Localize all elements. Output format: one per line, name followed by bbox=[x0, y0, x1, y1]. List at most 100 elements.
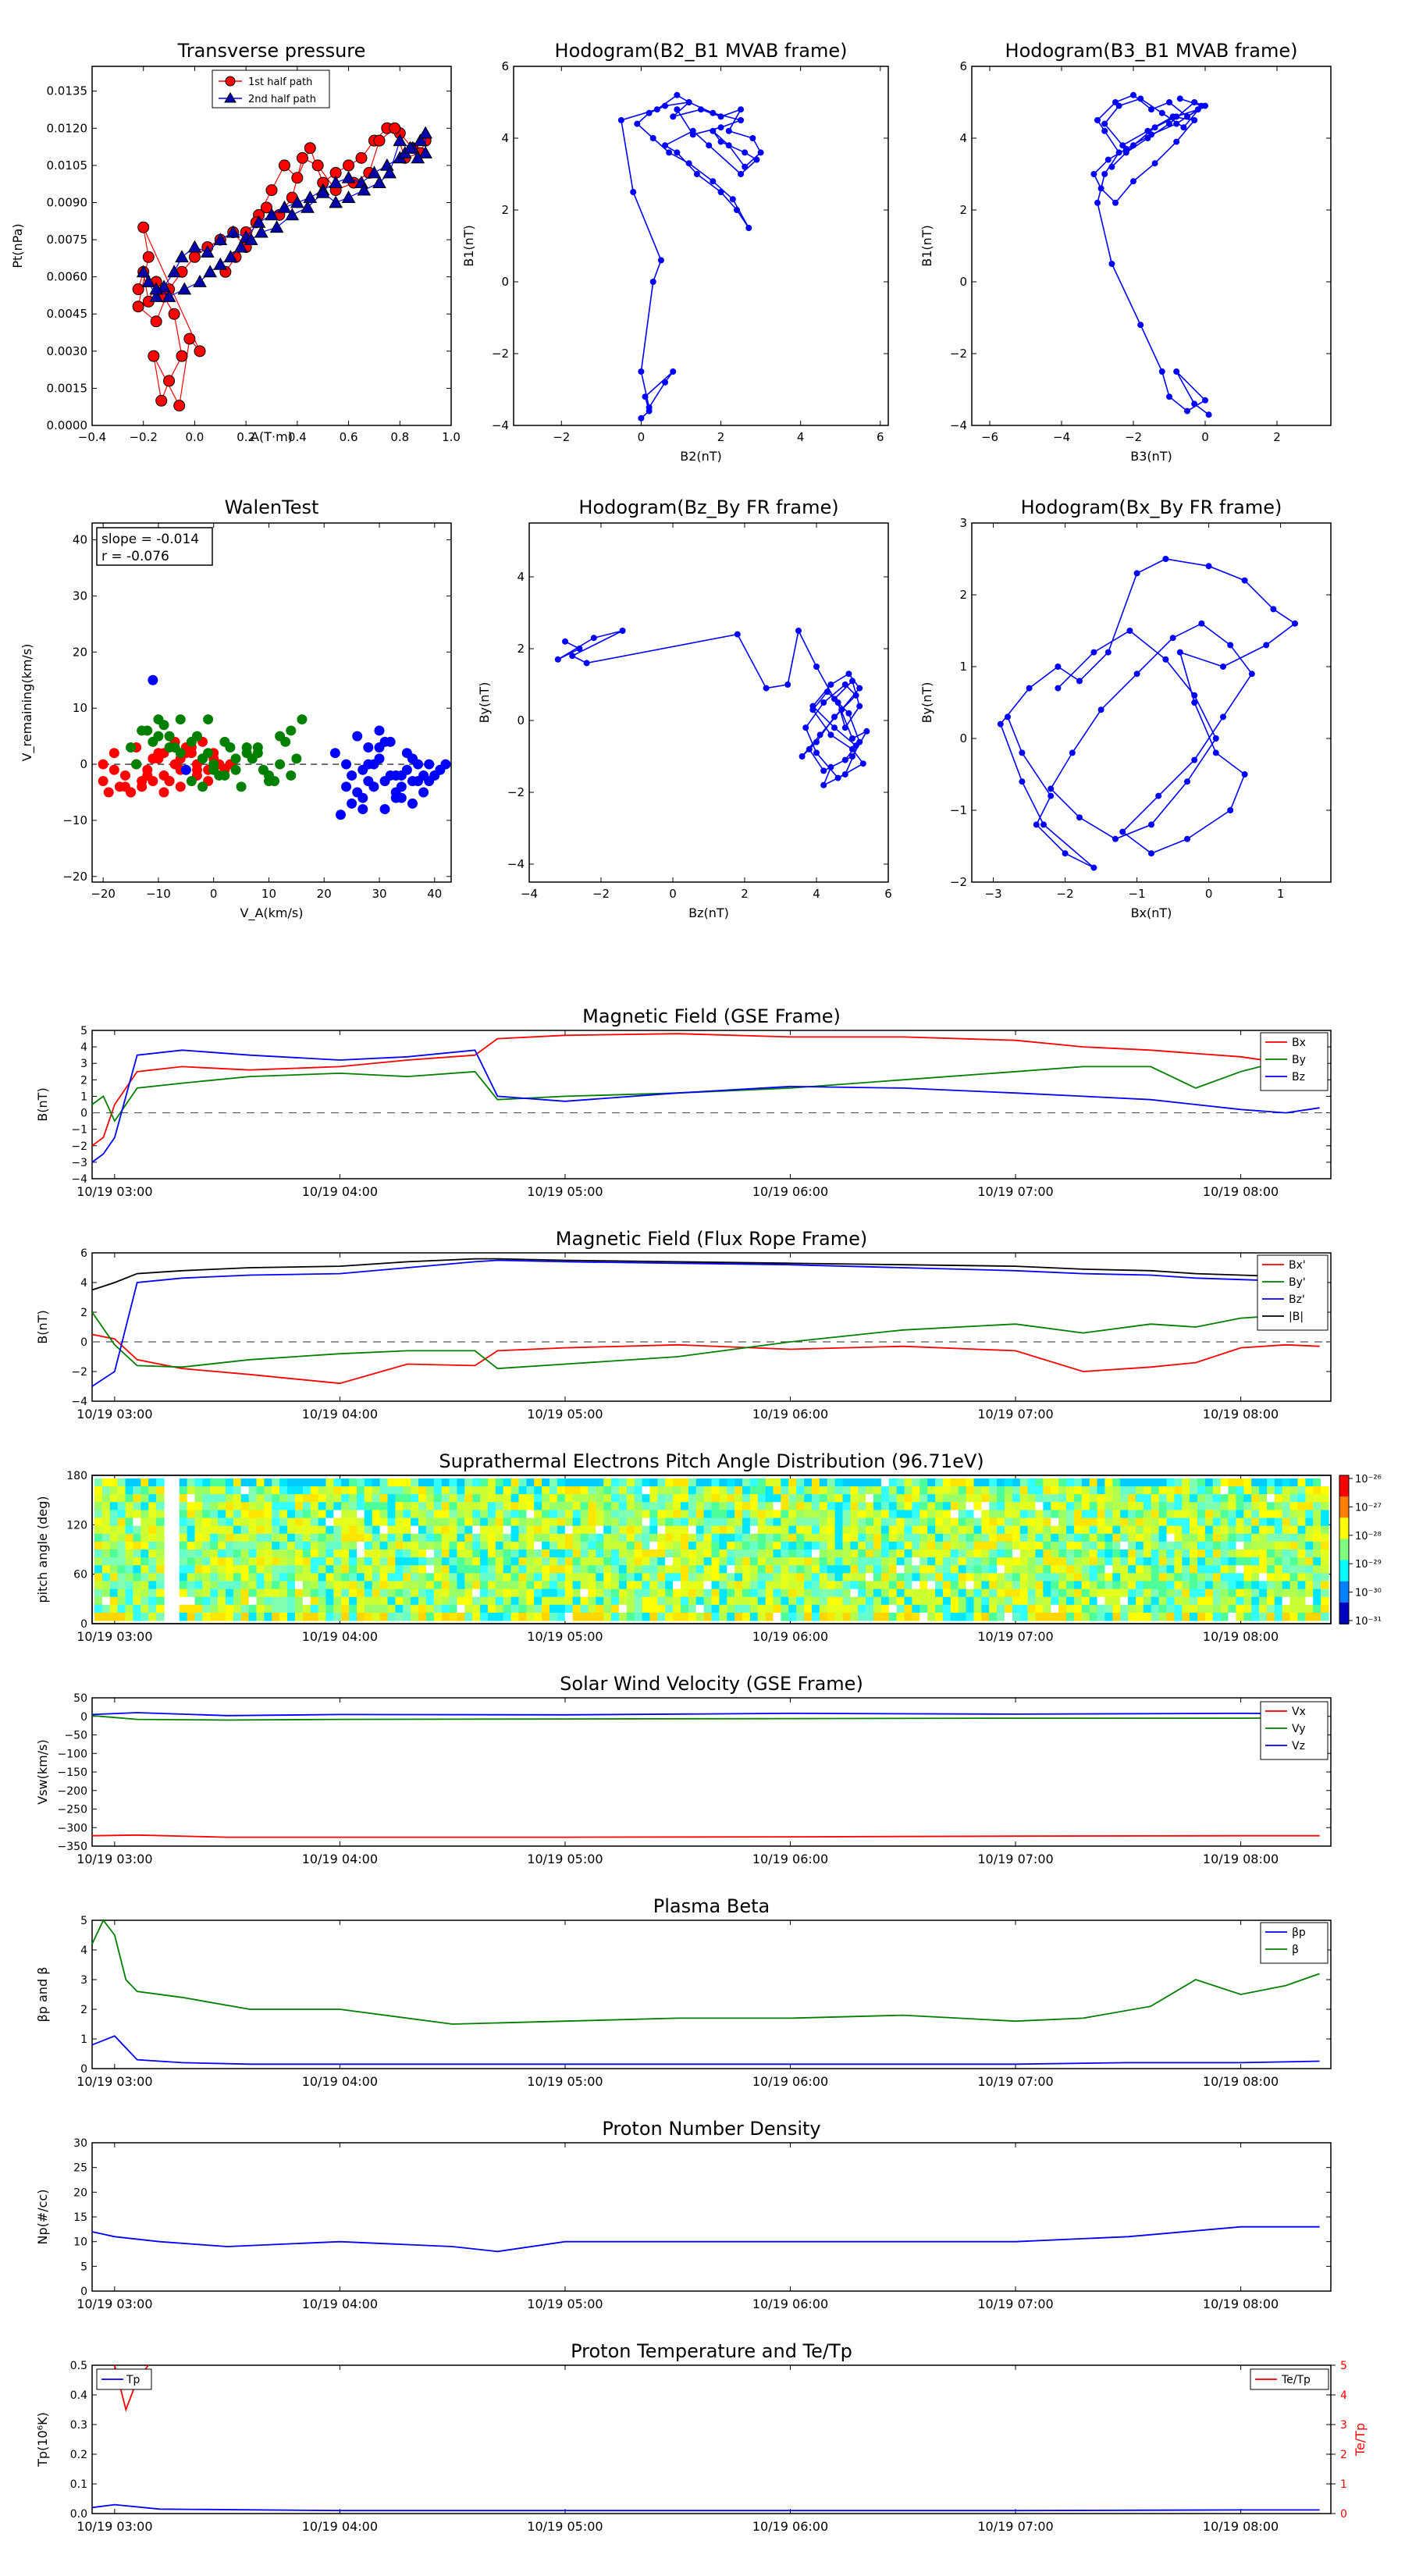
y-tick-label: 40 bbox=[73, 533, 87, 547]
heatmap-cell bbox=[534, 1604, 542, 1614]
y-tick-label: −1 bbox=[71, 1124, 87, 1137]
heatmap-cell bbox=[503, 1589, 512, 1598]
heatmap-cell bbox=[611, 1612, 620, 1621]
heatmap-cell bbox=[611, 1581, 620, 1590]
heatmap-cell bbox=[1012, 1541, 1021, 1550]
walen-point bbox=[407, 798, 418, 809]
hodogram-bx-by-point bbox=[1090, 649, 1097, 656]
heatmap-cell bbox=[927, 1550, 936, 1558]
heatmap-cell bbox=[1282, 1550, 1291, 1558]
heatmap-cell bbox=[1212, 1510, 1222, 1519]
heatmap-cell bbox=[649, 1581, 658, 1590]
heatmap-cell bbox=[395, 1557, 404, 1566]
heatmap-cell bbox=[981, 1612, 990, 1621]
heatmap-cell bbox=[719, 1510, 727, 1519]
heatmap-cell bbox=[673, 1589, 681, 1598]
hodogram-bx-by-point bbox=[1148, 821, 1154, 828]
x-tick-label: 0 bbox=[669, 887, 677, 901]
heatmap-cell bbox=[449, 1486, 457, 1495]
heatmap-cell bbox=[1274, 1517, 1283, 1527]
heatmap-cell bbox=[1182, 1565, 1190, 1574]
heatmap-cell bbox=[1089, 1573, 1098, 1582]
heatmap-cell bbox=[626, 1565, 635, 1574]
heatmap-cell bbox=[1297, 1494, 1306, 1503]
heatmap-cell bbox=[588, 1494, 596, 1503]
heatmap-cell bbox=[357, 1525, 365, 1535]
heatmap-cell bbox=[981, 1589, 990, 1598]
heatmap-cell bbox=[526, 1565, 535, 1574]
heatmap-cell bbox=[187, 1589, 196, 1598]
heatmap-cell bbox=[233, 1612, 242, 1621]
heatmap-cell bbox=[1120, 1486, 1129, 1495]
heatmap-cell bbox=[542, 1596, 550, 1606]
heatmap-cell bbox=[425, 1589, 435, 1598]
heatmap-cell bbox=[395, 1604, 404, 1614]
heatmap-cell bbox=[557, 1604, 566, 1614]
heatmap-cell bbox=[958, 1550, 967, 1558]
heatmap-cell bbox=[796, 1596, 805, 1606]
heatmap-cell bbox=[472, 1510, 481, 1519]
y-tick-label: 3 bbox=[80, 1058, 87, 1070]
heatmap-cell bbox=[1297, 1541, 1306, 1550]
heatmap-cell bbox=[634, 1557, 643, 1566]
heatmap-cell bbox=[1035, 1565, 1044, 1574]
heatmap-cell bbox=[1073, 1596, 1083, 1606]
heatmap-cell bbox=[1120, 1502, 1129, 1510]
heatmap-cell bbox=[226, 1604, 234, 1614]
hodogram-bz-by-point bbox=[734, 631, 741, 638]
heatmap-cell bbox=[735, 1541, 743, 1550]
y-tick-label: −4 bbox=[950, 418, 967, 432]
heatmap-cell bbox=[997, 1494, 1005, 1503]
x-axis-label: A(T·m) bbox=[251, 429, 293, 444]
heatmap-cell bbox=[179, 1596, 188, 1606]
heatmap-cell bbox=[665, 1596, 674, 1606]
heatmap-cell bbox=[133, 1612, 141, 1621]
heatmap-cell bbox=[1243, 1565, 1252, 1574]
y-tick-label: 2 bbox=[80, 1307, 87, 1319]
heatmap-cell bbox=[989, 1550, 998, 1558]
heatmap-cell bbox=[310, 1573, 319, 1582]
heatmap-cell bbox=[210, 1573, 219, 1582]
heatmap-cell bbox=[395, 1612, 404, 1621]
heatmap-cell bbox=[695, 1589, 705, 1598]
heatmap-cell bbox=[1321, 1604, 1329, 1614]
heatmap-cell bbox=[1073, 1550, 1083, 1558]
heatmap-cell bbox=[788, 1494, 797, 1503]
heatmap-cell bbox=[194, 1494, 203, 1503]
hodogram-b2-b1-point bbox=[617, 117, 624, 123]
heatmap-cell bbox=[1274, 1604, 1283, 1614]
heatmap-cell bbox=[503, 1517, 512, 1527]
heatmap-cell bbox=[542, 1550, 550, 1558]
heatmap-cell bbox=[1136, 1550, 1144, 1558]
heatmap-cell bbox=[325, 1517, 334, 1527]
heatmap-cell bbox=[858, 1550, 866, 1558]
heatmap-cell bbox=[495, 1550, 504, 1558]
heatmap-cell bbox=[989, 1502, 998, 1510]
heatmap-cell bbox=[827, 1541, 836, 1550]
hodogram-b2-b1-point bbox=[689, 131, 696, 138]
heatmap-cell bbox=[688, 1589, 697, 1598]
heatmap-cell bbox=[449, 1596, 457, 1606]
heatmap-cell bbox=[788, 1550, 797, 1558]
heatmap-cell bbox=[1005, 1502, 1013, 1510]
heatmap-cell bbox=[1212, 1517, 1222, 1527]
walen-point bbox=[379, 776, 390, 787]
heatmap-cell bbox=[1274, 1612, 1283, 1621]
heatmap-cell bbox=[341, 1510, 350, 1519]
y-tick-label: 10 bbox=[73, 701, 87, 715]
hodogram-bx-by-point bbox=[1191, 756, 1198, 763]
y-tick-label: −2 bbox=[492, 347, 509, 361]
heatmap-cell bbox=[904, 1596, 912, 1606]
heatmap-cell bbox=[510, 1612, 520, 1621]
heatmap-cell bbox=[812, 1502, 820, 1510]
heatmap-cell bbox=[487, 1557, 496, 1566]
heatmap-cell bbox=[626, 1541, 635, 1550]
heatmap-cell bbox=[1043, 1573, 1051, 1582]
heatmap-cell bbox=[472, 1581, 481, 1590]
heatmap-cell bbox=[194, 1612, 203, 1621]
heatmap-cell bbox=[302, 1596, 311, 1606]
heatmap-cell bbox=[966, 1541, 975, 1550]
heatmap-cell bbox=[735, 1589, 743, 1598]
heatmap-cell bbox=[665, 1612, 674, 1621]
heatmap-cell bbox=[395, 1596, 404, 1606]
